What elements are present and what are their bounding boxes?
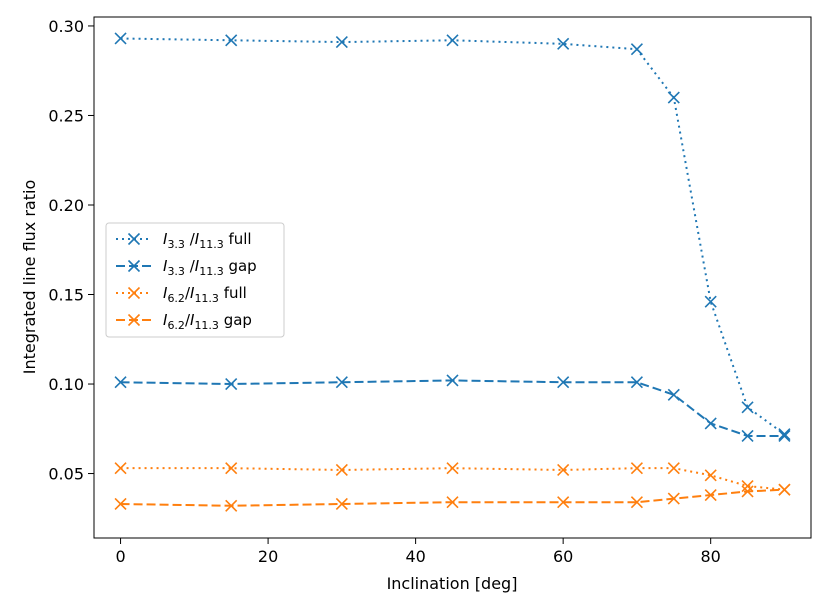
x-tick-label: 40: [405, 547, 425, 566]
data-point: [335, 463, 348, 477]
y-tick-label: 0.30: [48, 17, 84, 36]
data-point: [335, 497, 348, 511]
series-line: [120, 37, 786, 435]
data-point: [225, 377, 238, 391]
legend-marker: [127, 286, 141, 300]
x-tick-label: 0: [115, 547, 125, 566]
data-point: [114, 462, 127, 475]
data-point: [630, 496, 643, 509]
data-point: [557, 496, 570, 509]
legend-label: I3.3 /I11.3 full: [163, 230, 252, 251]
series-2: [114, 374, 791, 443]
data-point: [741, 401, 754, 414]
y-tick-label: 0.20: [48, 196, 84, 215]
legend-label: I3.3 /I11.3 gap: [163, 257, 257, 278]
data-point: [114, 32, 127, 45]
data-point: [446, 34, 459, 47]
series-4: [114, 483, 791, 512]
data-point: [704, 469, 717, 482]
axes-frame: [93, 16, 812, 539]
data-point: [446, 496, 459, 509]
data-point: [630, 43, 643, 56]
data-point: [225, 499, 238, 512]
data-point: [225, 462, 238, 475]
legend-marker: [127, 313, 141, 327]
y-tick-label: 0.15: [48, 286, 84, 305]
x-tick-label: 60: [553, 547, 573, 566]
y-axis-label: Integrated line flux ratio: [20, 180, 39, 375]
y-tick-label: 0.10: [48, 375, 84, 394]
legend-entry: I6.2/I11.3 gap: [116, 311, 252, 332]
data-point: [446, 462, 459, 475]
data-point: [704, 295, 717, 308]
data-point: [630, 462, 643, 475]
data-point: [667, 388, 680, 401]
series-1: [114, 32, 791, 441]
legend-marker: [127, 259, 141, 273]
data-point: [704, 417, 717, 430]
legend-entry: I6.2/I11.3 full: [116, 284, 247, 305]
data-point: [741, 429, 754, 443]
data-point: [446, 374, 459, 387]
plot-area: [114, 32, 791, 512]
data-point: [630, 376, 643, 389]
data-point: [225, 34, 238, 47]
data-point: [114, 497, 127, 511]
data-point: [778, 429, 791, 443]
data-point: [557, 37, 570, 50]
x-axis: 0 20 40 60 80: [115, 538, 721, 566]
x-axis-label: Inclination [deg]: [387, 574, 518, 593]
data-point: [114, 376, 127, 389]
data-point: [704, 488, 717, 502]
x-tick-label: 20: [258, 547, 278, 566]
legend-label: I6.2/I11.3 gap: [163, 311, 252, 332]
legend-marker: [127, 232, 141, 246]
data-point: [335, 376, 348, 389]
data-point: [667, 462, 680, 475]
data-point: [667, 492, 680, 505]
data-point: [778, 428, 791, 441]
legend-label: I6.2/I11.3 full: [163, 284, 247, 305]
series-3: [114, 462, 791, 496]
legend-entry: I3.3 /I11.3 full: [116, 230, 252, 251]
y-axis: 0.05 0.10 0.15 0.20 0.25 0.30: [48, 17, 94, 484]
data-point: [741, 480, 754, 493]
legend: I3.3 /I11.3 full I3.3 /I11.3 gap I6.2/I11.…: [105, 222, 285, 338]
y-tick-label: 0.25: [48, 106, 84, 125]
x-tick-label: 80: [700, 547, 720, 566]
y-tick-label: 0.05: [48, 465, 84, 484]
legend-box: [105, 222, 285, 338]
data-point: [557, 376, 570, 389]
data-point: [667, 91, 680, 104]
data-point: [335, 35, 348, 49]
data-point: [741, 485, 754, 498]
data-point: [778, 483, 791, 496]
legend-entry: I3.3 /I11.3 gap: [116, 257, 257, 278]
data-point: [557, 463, 570, 477]
